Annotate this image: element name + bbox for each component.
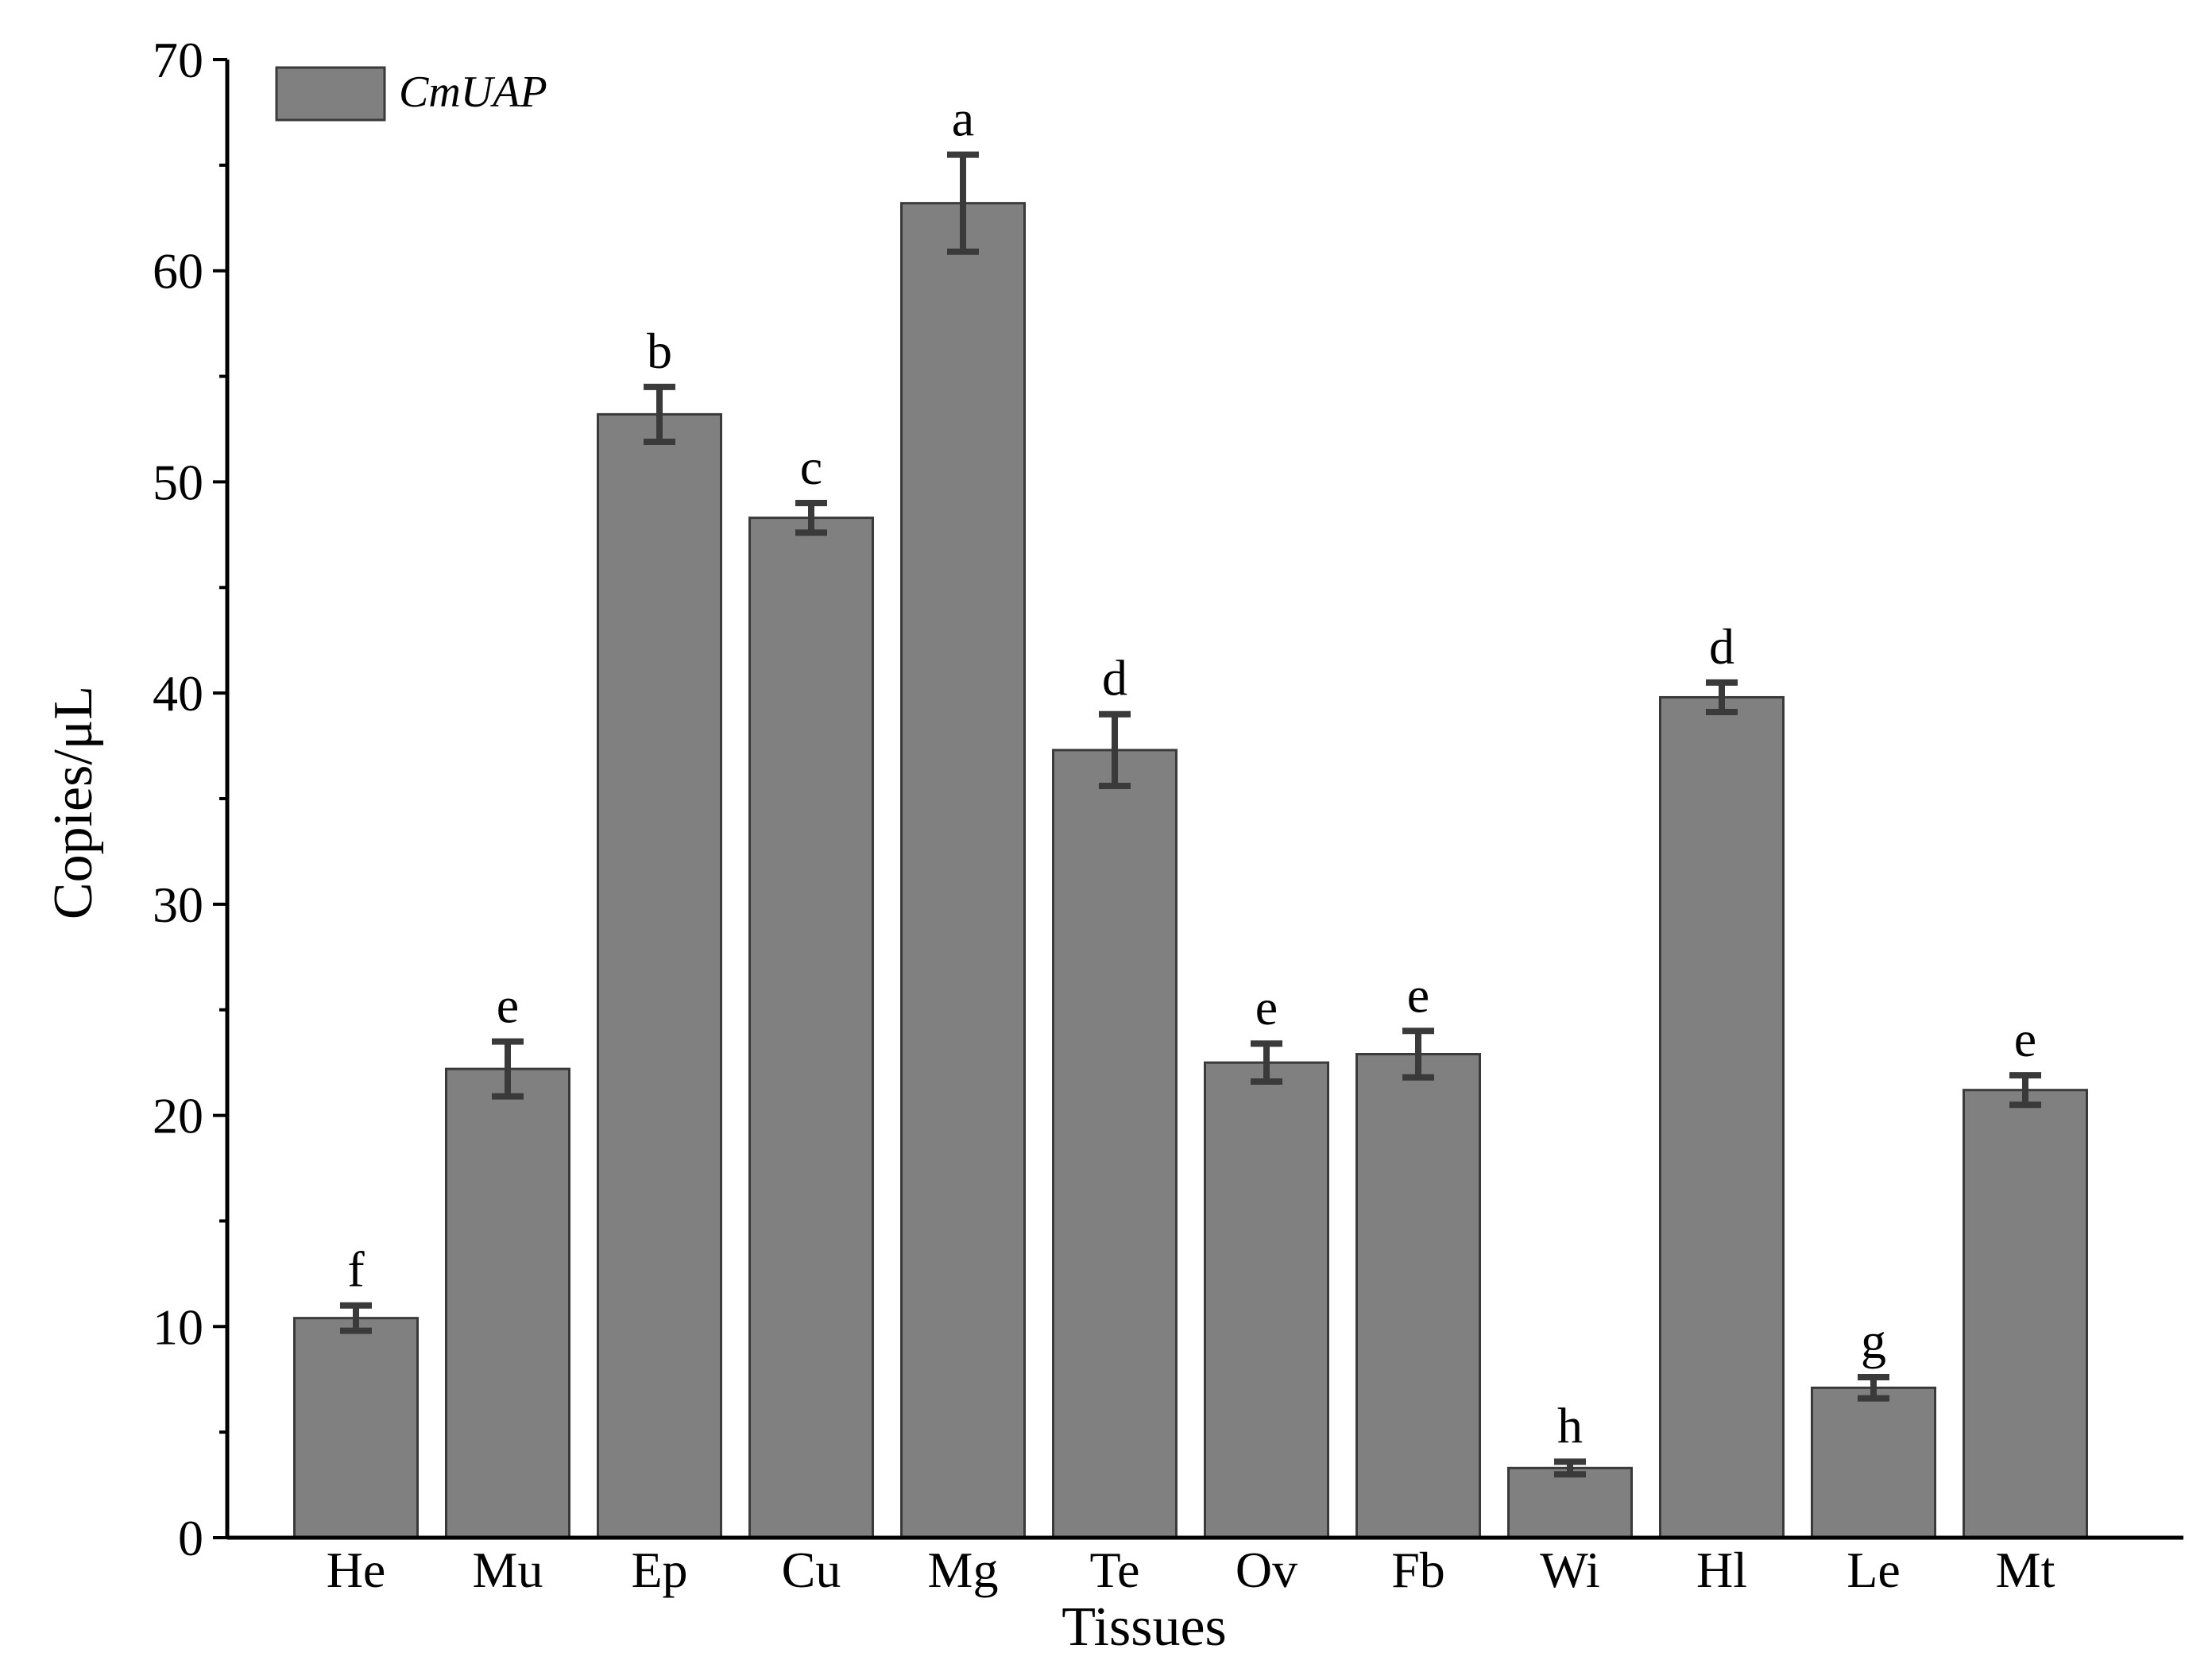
bar-le [1811,1386,1936,1539]
x-tick-label-fb: Fb [1391,1542,1445,1598]
legend-label: CmUAP [399,68,547,117]
error-bar-ov [1251,1040,1282,1086]
error-bar-cu [795,500,827,536]
y-tick-label-0: 0 [178,1510,203,1566]
error-bar-mg [947,151,979,255]
bar-mg [900,202,1026,1539]
bar-te [1052,749,1178,1539]
error-bar-le [1858,1374,1889,1402]
bar-mu [445,1067,570,1539]
significance-letter-he: f [347,1241,365,1298]
x-tick-labels-layer: He Mu Ep Cu Mg Te Ov Fb Wi Hl Le Mt [327,1542,2055,1598]
error-bar-wi [1554,1458,1586,1478]
x-tick-label-le: Le [1847,1542,1901,1598]
legend: CmUAP [275,66,547,122]
x-tick-label-hl: Hl [1696,1542,1747,1598]
error-bars-layer [340,151,2041,1478]
y-tick-labels-layer: 0 10 20 30 40 50 60 70 [153,32,203,1566]
y-tick-label-30: 30 [153,877,203,933]
significance-letter-fb: e [1407,966,1429,1023]
x-tick-label-he: He [327,1542,386,1598]
y-tick-label-60: 60 [153,243,203,300]
x-tick-label-ov: Ov [1236,1542,1297,1598]
bar-he [293,1317,419,1539]
error-bar-mt [2009,1072,2041,1109]
y-tick-label-20: 20 [153,1088,203,1144]
error-bar-hl [1706,679,1738,716]
significance-letter-ov: e [1255,979,1278,1035]
significance-letter-mg: a [952,91,974,147]
x-tick-label-mg: Mg [928,1542,999,1598]
x-tick-label-cu: Cu [782,1542,841,1598]
error-bar-ep [644,383,675,445]
significance-letter-mt: e [2014,1011,2036,1067]
x-tick-label-ep: Ep [631,1542,687,1598]
x-tick-label-mt: Mt [1996,1542,2055,1598]
y-axis-label: Copies/μL [43,686,104,919]
bar-ov [1204,1061,1329,1539]
significance-letter-mu: e [497,977,519,1034]
bars-layer [293,202,2088,1539]
legend-swatch [275,66,386,122]
x-tick-label-mu: Mu [473,1542,543,1598]
x-tick-label-wi: Wi [1540,1542,1600,1598]
bar-cu [748,517,874,1539]
x-axis-label: Tissues [1062,1597,1227,1658]
bar-wi [1507,1466,1633,1539]
bar-hl [1659,695,1785,1539]
y-tick-label-40: 40 [153,665,203,722]
significance-letter-cu: c [800,439,822,495]
error-bar-mu [492,1038,524,1100]
error-bar-he [340,1302,372,1334]
significance-letter-ep: b [647,323,672,379]
error-bar-fb [1402,1028,1434,1081]
significance-letter-wi: h [1557,1397,1583,1453]
bar-ep [597,412,722,1539]
significance-letters-layer: f e b c a d e e h d g e [347,91,2036,1454]
significance-letter-hl: d [1709,618,1734,675]
bar-mt [1963,1089,2088,1539]
significance-letter-le: g [1861,1313,1886,1369]
bar-fb [1355,1053,1481,1539]
significance-letter-te: d [1102,650,1127,706]
axes-layer [213,58,2183,1540]
y-tick-label-50: 50 [153,454,203,510]
y-tick-label-10: 10 [153,1299,203,1355]
error-bar-te [1099,710,1131,790]
y-tick-label-70: 70 [153,32,203,88]
x-tick-label-te: Te [1089,1542,1139,1598]
